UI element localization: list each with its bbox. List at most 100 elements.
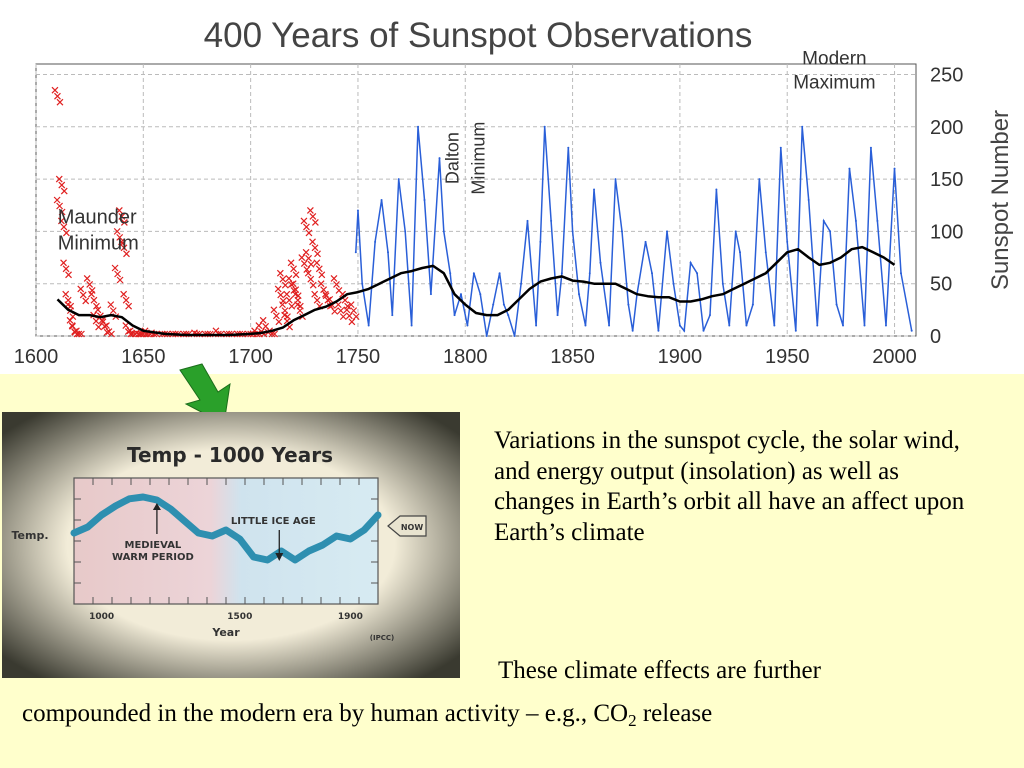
data-point [397,178,400,181]
now-marker: NOW [387,515,427,537]
data-point [292,271,300,279]
data-point [65,271,72,279]
now-label: NOW [401,523,423,532]
data-point [361,282,364,285]
data-point [53,196,61,204]
data-point [57,217,65,225]
data-point [137,330,145,338]
data-point [311,290,319,298]
data-point [884,324,887,327]
data-point [343,306,351,314]
data-point [255,322,263,329]
data-point [324,296,332,304]
data-point [304,269,312,277]
data-point [842,324,845,327]
data-point [108,330,115,338]
data-point [279,301,286,309]
data-point [290,265,297,273]
x-tick-label: 1800 [443,346,488,368]
data-point [631,329,634,332]
data-point [120,219,128,226]
data-point [320,286,328,294]
data-point [326,295,334,303]
x-tick-label: 1950 [765,346,810,368]
data-point [758,178,761,181]
data-point [281,311,289,319]
data-point [339,313,347,321]
data-point [863,324,866,327]
data-point [125,302,133,310]
data-point [315,265,323,273]
data-point [696,272,699,275]
data-point [275,318,283,326]
data-point [120,290,128,298]
data-point [333,281,340,288]
data-point [271,330,279,338]
data-point [56,202,64,210]
data-point [539,240,542,243]
data-point [118,213,126,220]
data-point [404,230,407,233]
dalton-minimum-label: Dalton [443,132,463,184]
temp-x-tick-labels: 1000 1500 1900 [89,612,363,622]
data-point [773,324,776,327]
data-point [305,229,313,237]
data-point [374,240,377,243]
data-point [479,293,482,296]
data-point [387,251,389,254]
data-point [689,261,692,264]
data-point [58,208,66,216]
data-point [410,324,413,327]
data-point [118,238,125,246]
data-point [543,125,546,128]
arrow-up-icon [152,503,161,510]
data-point [459,293,462,296]
data-point [779,146,782,149]
data-point [62,229,70,237]
data-point [309,238,316,246]
data-point [571,230,574,233]
temp-x-tick-label: 1900 [338,612,363,622]
data-point [550,219,553,222]
dalton-minimum-label: Minimum [469,122,489,195]
little-ice-age-label: LITTLE ICE AGE [231,516,316,527]
data-point [259,316,267,324]
data-point [391,314,394,317]
data-point [350,307,358,315]
data-point [794,329,797,332]
temp-1000-years-panel: Temp - 1000 Years Temp. NOW MEDIEVAL WARM… [2,412,460,678]
data-point [567,146,570,149]
data-point [893,167,896,170]
data-point [311,219,319,226]
data-point [94,306,102,314]
data-point [272,312,280,320]
data-point [614,178,617,181]
data-point [498,272,501,275]
data-point [279,275,287,283]
data-point [309,281,317,289]
data-point [306,207,314,214]
x-tick-label: 1900 [658,346,703,368]
data-point [417,125,420,128]
data-point [848,167,851,170]
data-point [367,324,370,327]
data-point [285,275,293,282]
data-point [442,230,445,233]
data-point [51,86,59,94]
data-point [103,328,111,336]
data-point [101,322,109,330]
data-point [721,282,724,285]
modern-maximum-label: Modern [802,48,866,69]
co2-subscript: 2 [628,711,637,730]
data-point [276,269,284,277]
data-point [672,282,675,285]
data-point [330,275,338,282]
data-point [283,290,291,298]
data-point [302,248,310,256]
data-point [702,329,705,332]
maunder-minimum-label: Maunder [58,206,137,228]
data-point [291,290,299,298]
compounded-paragraph-line1: These climate effects are further [498,657,821,684]
data-point [739,251,741,254]
temp-x-tick-label: 1000 [89,612,114,622]
